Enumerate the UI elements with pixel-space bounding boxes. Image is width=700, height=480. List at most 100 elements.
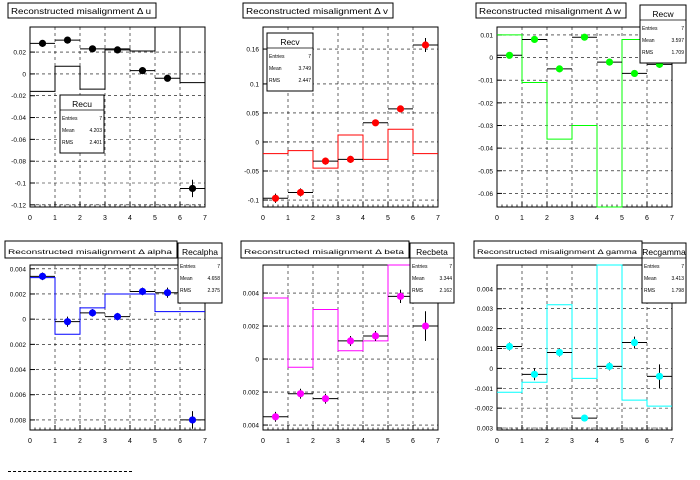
x-tick-label: 7 bbox=[436, 438, 440, 445]
y-tick-label: 0 bbox=[255, 139, 259, 146]
data-point bbox=[113, 46, 122, 54]
y-tick-label: -0.12 bbox=[11, 202, 26, 209]
stats-box-value: 3.749 bbox=[298, 66, 311, 72]
data-point bbox=[605, 58, 614, 66]
y-tick-label: 0.004 bbox=[10, 367, 27, 374]
data-point bbox=[346, 337, 355, 345]
y-tick-label: 0 bbox=[489, 366, 493, 373]
y-tick-label: 0 bbox=[489, 55, 493, 62]
histogram-line bbox=[497, 264, 672, 407]
data-point bbox=[38, 272, 47, 280]
data-point bbox=[296, 188, 305, 197]
stats-box-label: RMS bbox=[644, 288, 656, 294]
data-point bbox=[655, 372, 664, 380]
x-tick-label: 0 bbox=[495, 215, 499, 222]
data-point bbox=[505, 342, 514, 351]
y-tick-label: -0.01 bbox=[478, 78, 493, 85]
stats-box-label: Mean bbox=[62, 128, 75, 134]
data-point bbox=[63, 36, 72, 44]
chart-title-box bbox=[7, 2, 157, 19]
x-tick-label: 7 bbox=[436, 215, 440, 222]
histogram-line bbox=[497, 34, 672, 208]
data-point bbox=[88, 309, 97, 317]
chart-title: Reconstructed misalignment Δ v bbox=[246, 6, 389, 16]
data-point bbox=[163, 289, 172, 297]
chart-title: Reconstructed misalignment Δ beta bbox=[244, 249, 404, 256]
plot-frame bbox=[29, 26, 206, 208]
chart-title-box bbox=[240, 240, 410, 259]
stats-box bbox=[409, 242, 455, 304]
data-point bbox=[421, 41, 430, 49]
x-tick-label: 2 bbox=[78, 438, 82, 445]
data-point bbox=[371, 332, 380, 340]
x-tick-label: 6 bbox=[178, 215, 182, 222]
stats-box-label: Mean bbox=[269, 66, 282, 72]
stats-box-value: 7 bbox=[681, 264, 684, 270]
x-tick-label: 0 bbox=[28, 438, 32, 445]
x-tick-label: 1 bbox=[53, 438, 57, 445]
y-tick-label: -0.04 bbox=[478, 146, 493, 153]
x-tick-label: 5 bbox=[386, 438, 390, 445]
y-tick-label: 0.16 bbox=[246, 47, 259, 54]
x-tick-label: 3 bbox=[570, 438, 574, 445]
x-tick-label: 4 bbox=[128, 438, 132, 445]
y-tick-label: -0.02 bbox=[478, 100, 493, 107]
data-point bbox=[296, 390, 305, 398]
stats-box-value: 7 bbox=[308, 54, 311, 60]
stats-box bbox=[639, 4, 687, 64]
data-point bbox=[421, 322, 430, 330]
data-point bbox=[346, 155, 355, 163]
histogram-line bbox=[263, 264, 438, 368]
x-tick-label: 6 bbox=[645, 438, 649, 445]
data-point bbox=[188, 416, 197, 424]
stats-box-label: RMS bbox=[180, 288, 192, 294]
x-tick-label: 6 bbox=[411, 438, 415, 445]
data-point bbox=[163, 74, 172, 82]
x-tick-label: 2 bbox=[311, 438, 315, 445]
x-tick-label: 5 bbox=[620, 438, 624, 445]
plot-frame bbox=[262, 264, 439, 431]
x-tick-label: 4 bbox=[128, 215, 132, 222]
data-point bbox=[271, 194, 280, 202]
stats-box-value: 2.162 bbox=[439, 288, 452, 294]
stats-box-name: Recu bbox=[72, 99, 92, 109]
x-tick-label: 1 bbox=[53, 215, 57, 222]
data-point bbox=[396, 292, 405, 300]
x-tick-label: 1 bbox=[520, 438, 524, 445]
data-point bbox=[530, 35, 539, 44]
stats-box-value: 2.447 bbox=[298, 78, 311, 84]
stats-box-value: 7 bbox=[217, 264, 220, 270]
data-point bbox=[63, 318, 72, 326]
x-tick-label: 1 bbox=[520, 215, 524, 222]
stats-box-value: 1.798 bbox=[671, 288, 684, 294]
y-tick-label: 0.003 bbox=[477, 306, 494, 313]
chart-panel-3: 0 1 2 3 4 5 6 7 0.01 0 -0.01 -0.02 -0.03 -0.04 -0.05 -0… bbox=[475, 2, 687, 222]
stats-box-label: Mean bbox=[180, 276, 193, 282]
data-point bbox=[321, 395, 330, 403]
y-tick-label: -0.05 bbox=[478, 168, 493, 175]
stats-box-value: 3.413 bbox=[671, 276, 684, 282]
x-tick-label: 1 bbox=[286, 438, 290, 445]
stats-box-value: 2.375 bbox=[207, 288, 220, 294]
data-point bbox=[271, 413, 280, 421]
stats-box-name: Recw bbox=[652, 9, 674, 19]
y-tick-label: 0.02 bbox=[13, 50, 26, 57]
stats-box bbox=[641, 242, 687, 304]
x-tick-label: 7 bbox=[203, 438, 207, 445]
data-point bbox=[505, 51, 514, 59]
chart-title: Reconstructed misalignment Δ w bbox=[479, 6, 622, 16]
stats-box bbox=[266, 32, 314, 92]
x-tick-label: 2 bbox=[545, 215, 549, 222]
stats-box-name: Recgamma bbox=[642, 247, 686, 257]
chart-title: Reconstructed misalignment Δ u bbox=[11, 6, 151, 16]
stats-box-label: Entries bbox=[180, 264, 196, 270]
stats-box-label: Entries bbox=[62, 116, 78, 122]
x-tick-label: 7 bbox=[670, 215, 674, 222]
y-tick-label: 0.004 bbox=[10, 266, 27, 273]
data-point bbox=[630, 69, 639, 78]
data-point bbox=[88, 45, 97, 53]
y-tick-label: -0.03 bbox=[478, 123, 493, 130]
chart-title-box bbox=[475, 2, 627, 19]
x-tick-label: 5 bbox=[153, 215, 157, 222]
